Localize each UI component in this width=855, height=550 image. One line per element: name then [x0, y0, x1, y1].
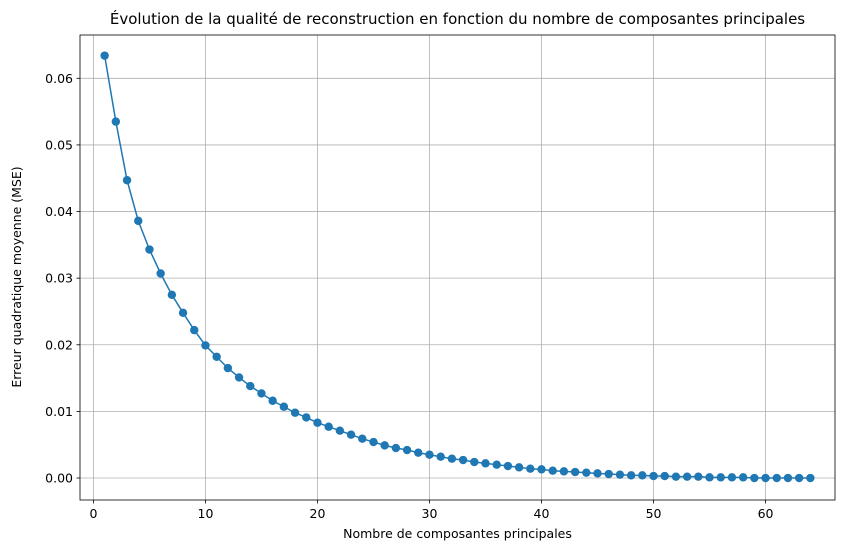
data-point	[358, 434, 367, 443]
data-point	[134, 216, 143, 226]
data-point	[122, 176, 132, 185]
data-point	[324, 422, 333, 431]
x-tick-label: 60	[758, 506, 774, 521]
y-tick-label: 0.06	[45, 71, 73, 86]
data-point	[369, 437, 378, 447]
data-point	[257, 389, 266, 398]
x-tick-label: 20	[310, 506, 326, 521]
data-point	[570, 467, 580, 477]
data-point	[335, 426, 345, 435]
data-point	[660, 471, 669, 481]
y-axis-label: Erreur quadratique moyenne (MSE)	[9, 166, 24, 387]
plot-frame	[79, 34, 836, 501]
data-point	[526, 464, 535, 473]
data-point	[201, 341, 210, 350]
data-point	[727, 473, 737, 482]
y-tick-label: 0.05	[45, 137, 73, 152]
data-point	[458, 455, 468, 465]
data-point	[346, 430, 356, 439]
y-tick-label: 0.04	[45, 204, 73, 219]
data-point	[537, 465, 546, 474]
data-point	[750, 473, 759, 483]
data-point	[705, 473, 714, 482]
data-point	[380, 441, 389, 450]
x-tick-label: 30	[422, 506, 438, 521]
data-point	[111, 117, 121, 126]
data-point	[190, 325, 199, 335]
data-point	[559, 467, 569, 476]
data-point	[649, 471, 658, 481]
data-point	[178, 308, 188, 318]
data-point	[593, 469, 602, 478]
data-point	[738, 473, 748, 482]
x-tick-label: 50	[646, 506, 662, 521]
y-tick-label: 0.00	[45, 471, 73, 486]
data-point	[682, 472, 692, 481]
data-point	[156, 269, 165, 278]
x-axis-label: Nombre de composantes principales	[343, 526, 572, 541]
data-point	[671, 472, 681, 481]
data-point	[279, 402, 289, 411]
data-point	[470, 457, 479, 467]
data-point	[761, 473, 770, 483]
y-tick-label: 0.03	[45, 271, 73, 286]
data-point	[694, 472, 703, 481]
data-point	[223, 363, 233, 373]
data-point	[716, 473, 725, 482]
grid-lines	[80, 35, 835, 500]
data-point	[582, 468, 591, 477]
data-point	[794, 473, 804, 483]
data-point	[783, 473, 793, 483]
data-point	[548, 466, 557, 475]
data-point	[167, 290, 177, 300]
data-point	[302, 413, 311, 422]
x-tick-label: 10	[198, 506, 214, 521]
y-axis-ticks: 0.00 0.01 0.02 0.03 0.04 0.05 0.06	[45, 71, 80, 486]
y-tick-label: 0.02	[45, 337, 73, 352]
data-point	[772, 473, 781, 483]
data-point	[626, 471, 636, 480]
y-tick-label: 0.01	[45, 404, 73, 419]
data-point	[425, 450, 434, 459]
data-point	[414, 448, 423, 457]
x-tick-label: 0	[89, 506, 97, 521]
data-series	[100, 51, 815, 483]
data-point	[481, 459, 490, 468]
data-point	[503, 461, 513, 471]
data-point	[290, 408, 300, 417]
data-point	[615, 470, 625, 479]
data-point	[391, 443, 401, 453]
data-point	[514, 463, 524, 472]
data-point	[234, 373, 244, 382]
x-tick-label: 40	[534, 506, 550, 521]
data-point	[313, 418, 322, 427]
data-point	[604, 469, 613, 479]
series-line	[103, 55, 811, 479]
data-point	[212, 352, 221, 361]
data-point	[806, 473, 815, 483]
data-point	[447, 454, 457, 463]
data-point	[436, 452, 445, 461]
data-point	[638, 471, 647, 480]
data-point	[100, 51, 109, 60]
data-point	[402, 445, 412, 455]
x-axis-ticks: 0 10 20 30 40 50 60	[89, 500, 774, 521]
data-point	[492, 460, 501, 469]
data-point	[246, 381, 255, 391]
data-point	[145, 245, 154, 254]
chart-title: Évolution de la qualité de reconstructio…	[110, 9, 805, 28]
data-point	[268, 396, 277, 405]
